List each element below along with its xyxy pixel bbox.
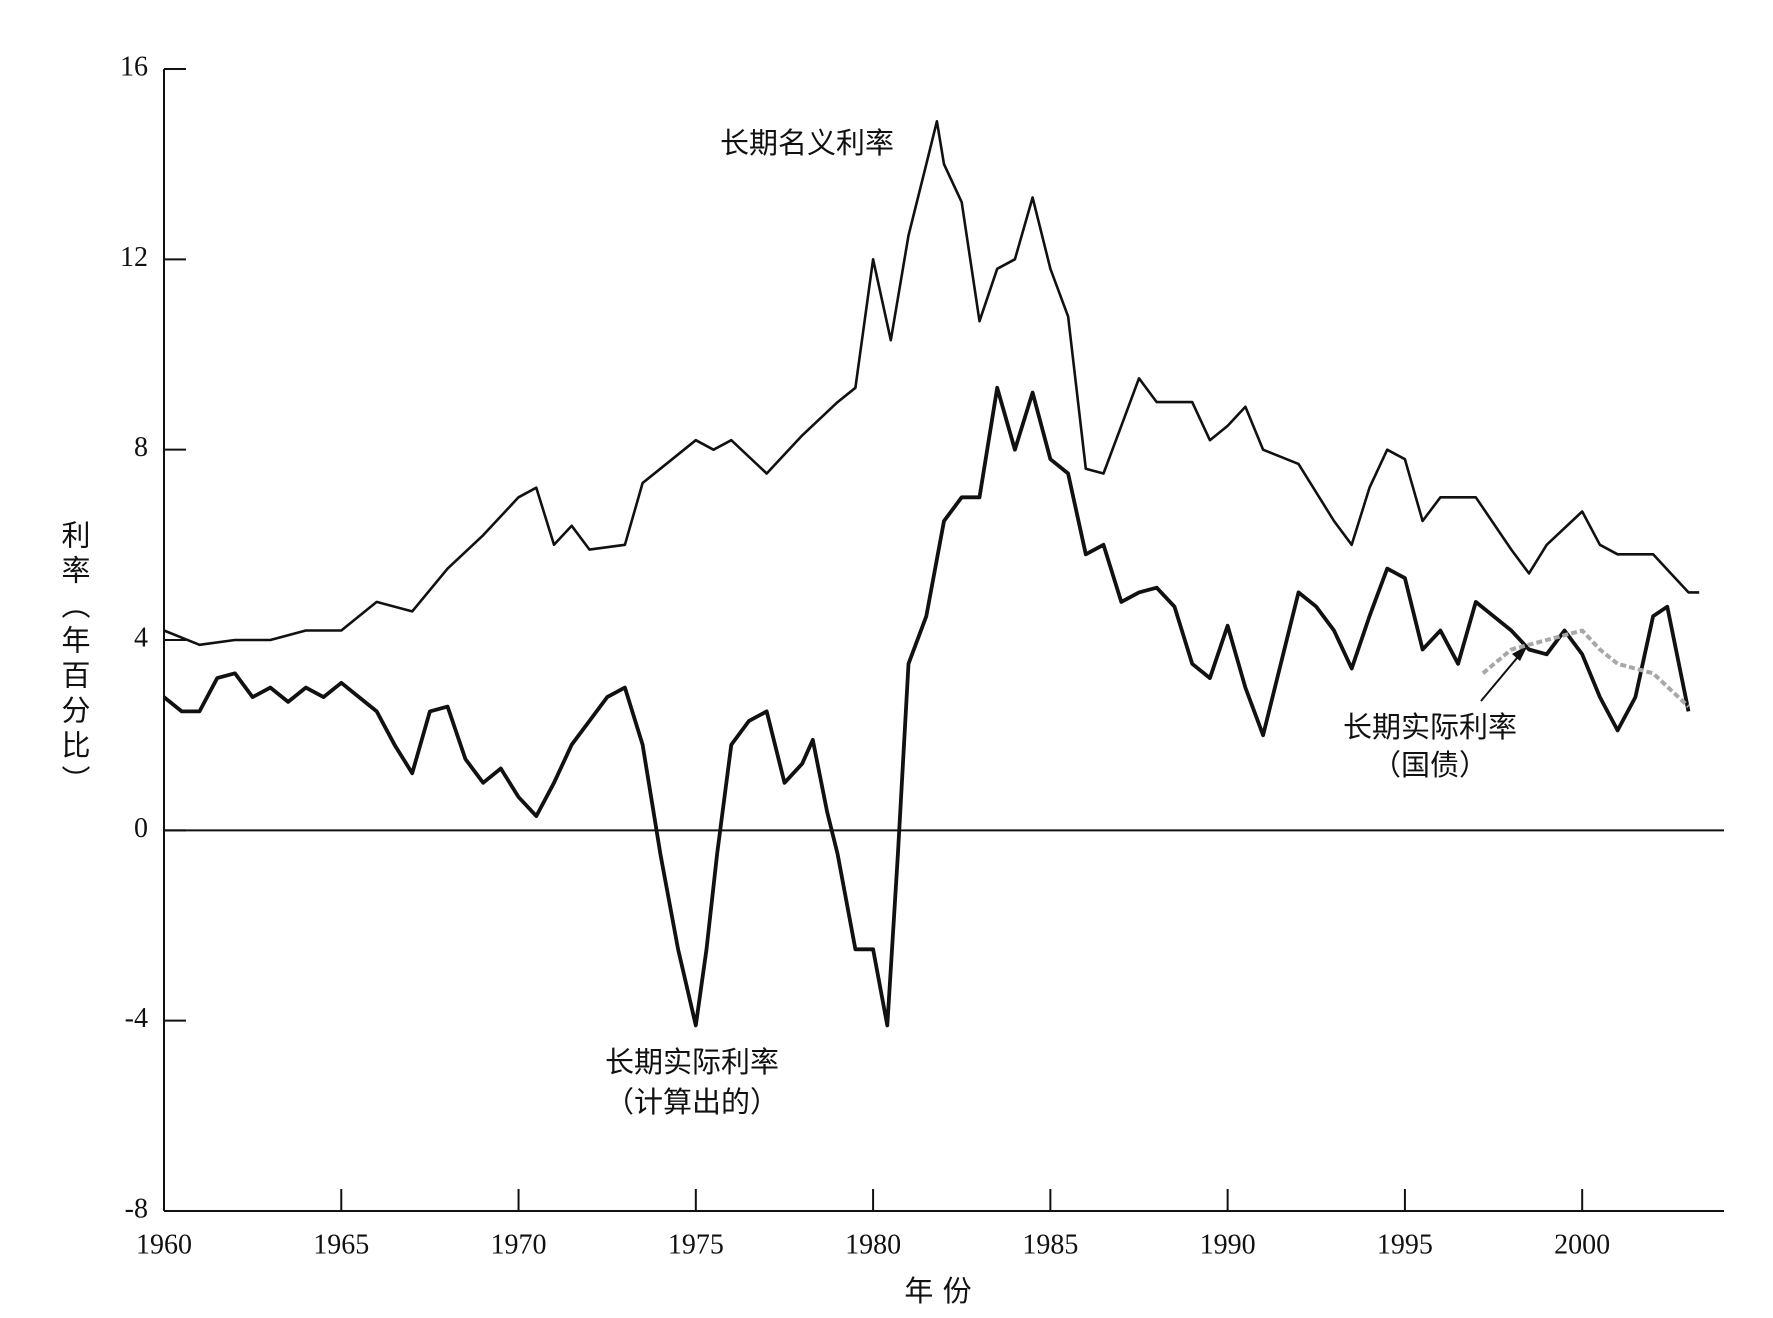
x-tick-label: 2000 — [1554, 1229, 1610, 1260]
x-tick-label: 1970 — [491, 1229, 547, 1260]
y-tick-label: 0 — [134, 813, 148, 844]
y-tick-label: 16 — [120, 51, 148, 82]
y-tick-label: 12 — [120, 242, 148, 273]
series-line — [162, 385, 1691, 1028]
arrow-line — [1480, 651, 1523, 702]
x-tick-label: 1975 — [668, 1229, 724, 1260]
x-tick-label: 1965 — [313, 1229, 369, 1260]
x-tick-label: 1995 — [1377, 1229, 1433, 1260]
arrow-head — [1512, 645, 1528, 661]
x-tick-label: 1985 — [1022, 1229, 1078, 1260]
series-line — [1481, 628, 1690, 709]
y-tick-label: -8 — [125, 1193, 148, 1224]
y-tick-label: 8 — [134, 432, 148, 463]
annotation: 长期实际利率 — [1343, 710, 1517, 744]
annotation: （国债） — [1372, 748, 1488, 782]
series-line — [163, 120, 1700, 647]
y-tick-label: 4 — [134, 622, 148, 653]
x-tick-label: 1980 — [845, 1229, 901, 1260]
annotation: 长期实际利率 — [605, 1045, 779, 1079]
y-tick-label: -4 — [125, 1003, 148, 1034]
y-axis-label: 利率（年百分比） — [57, 520, 91, 800]
annotation: （计算出的） — [605, 1085, 779, 1119]
annotation: 长期名义利率 — [720, 126, 894, 160]
x-axis-label: 年 份 — [904, 1274, 971, 1308]
x-tick-label: 1960 — [136, 1229, 192, 1260]
x-tick-label: 1990 — [1200, 1229, 1256, 1260]
